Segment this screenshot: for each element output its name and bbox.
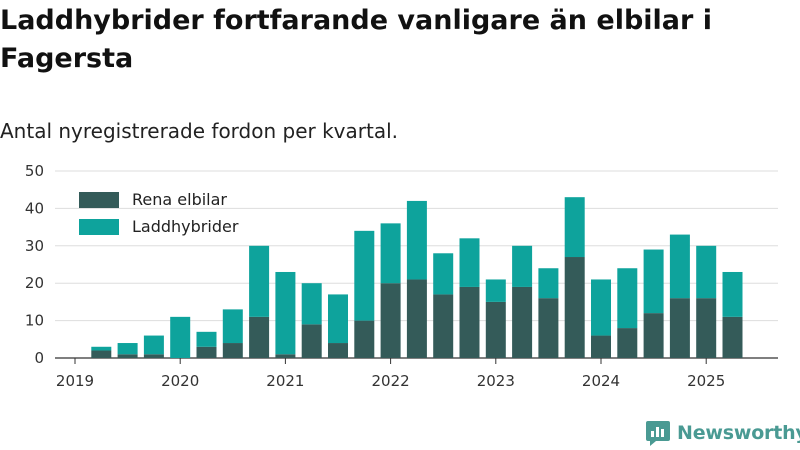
y-tick-label: 20 bbox=[25, 274, 44, 292]
bar-elbilar bbox=[354, 320, 375, 358]
bar-laddhybrider bbox=[433, 253, 454, 295]
bar-elbilar bbox=[617, 328, 638, 358]
x-tick-label: 2023 bbox=[477, 372, 515, 390]
legend-label-elbilar: Rena elbilar bbox=[132, 190, 227, 209]
bar-laddhybrider bbox=[275, 271, 296, 355]
bar-laddhybrider bbox=[328, 294, 348, 344]
bar-elbilar bbox=[564, 257, 585, 358]
bar-laddhybrider bbox=[564, 197, 585, 258]
bar-laddhybrider bbox=[222, 309, 243, 344]
bar-elbilar bbox=[433, 294, 454, 358]
x-tick-label: 2021 bbox=[266, 372, 304, 390]
bar-laddhybrider bbox=[591, 279, 611, 336]
bar-laddhybrider bbox=[669, 234, 690, 299]
legend-swatch-elbilar bbox=[79, 192, 119, 208]
bar-laddhybrider bbox=[617, 268, 638, 329]
y-tick-label: 50 bbox=[25, 162, 44, 180]
bar-laddhybrider bbox=[643, 249, 664, 314]
bar-laddhybrider bbox=[485, 279, 506, 302]
bar-elbilar bbox=[275, 354, 296, 358]
brand-name: Newsworthy bbox=[677, 422, 800, 444]
bar-laddhybrider bbox=[722, 271, 743, 317]
bar-laddhybrider bbox=[512, 245, 533, 287]
bar-elbilar bbox=[643, 313, 664, 358]
bar-laddhybrider bbox=[117, 343, 138, 355]
x-axis-ticks: 2019 2020 2021 2022 2023 2024 2025 bbox=[56, 358, 725, 390]
bar-laddhybrider bbox=[91, 346, 112, 351]
bar-elbilar bbox=[722, 316, 743, 358]
x-tick-label: 2024 bbox=[582, 372, 620, 390]
bar-laddhybrider bbox=[143, 335, 164, 355]
bar-elbilar bbox=[485, 301, 506, 358]
chart-subtitle: Antal nyregistrerade fordon per kvartal. bbox=[0, 119, 399, 143]
legend-item-elbilar: Rena elbilar bbox=[79, 190, 227, 209]
bar-laddhybrider bbox=[538, 268, 559, 299]
y-axis-ticks: 0 10 20 30 40 50 bbox=[25, 162, 44, 367]
x-tick-label: 2020 bbox=[161, 372, 199, 390]
bar-elbilar bbox=[222, 343, 243, 358]
bar-laddhybrider bbox=[249, 245, 270, 317]
bar-laddhybrider bbox=[301, 283, 322, 325]
bars bbox=[91, 197, 743, 358]
legend-swatch-laddhybrider bbox=[79, 219, 119, 235]
bar-elbilar bbox=[512, 286, 533, 358]
y-tick-label: 10 bbox=[25, 312, 44, 330]
bar-elbilar bbox=[538, 298, 559, 358]
bar-elbilar bbox=[301, 324, 322, 358]
stacked-bar-chart: 0 10 20 30 40 50 2019 2020 2021 2022 2023 2024 2025… bbox=[25, 162, 778, 390]
chart-title: Laddhybrider fortfarande vanligare än el… bbox=[0, 5, 712, 74]
bar-elbilar bbox=[696, 298, 717, 358]
legend-item-laddhybrider: Laddhybrider bbox=[79, 217, 239, 236]
legend-label-laddhybrider: Laddhybrider bbox=[132, 217, 239, 236]
bar-elbilar bbox=[143, 354, 164, 358]
x-tick-label: 2019 bbox=[56, 372, 94, 390]
legend: Rena elbilar Laddhybrider bbox=[79, 190, 239, 236]
brand-logo: Newsworthy bbox=[645, 419, 800, 447]
bar-laddhybrider bbox=[196, 331, 217, 347]
bar-laddhybrider bbox=[406, 200, 427, 280]
bar-elbilar bbox=[591, 335, 611, 358]
bar-laddhybrider bbox=[696, 245, 717, 299]
x-tick-label: 2022 bbox=[372, 372, 410, 390]
bar-elbilar bbox=[380, 283, 401, 358]
bar-elbilar bbox=[249, 316, 270, 358]
y-tick-label: 0 bbox=[34, 349, 44, 367]
bar-elbilar bbox=[406, 279, 427, 358]
y-tick-label: 40 bbox=[25, 199, 44, 217]
bar-elbilar bbox=[459, 286, 480, 358]
bar-laddhybrider bbox=[380, 223, 401, 284]
bar-laddhybrider bbox=[170, 316, 191, 358]
x-tick-label: 2025 bbox=[687, 372, 725, 390]
y-tick-label: 30 bbox=[25, 237, 44, 255]
bar-elbilar bbox=[328, 343, 348, 358]
bar-elbilar bbox=[117, 354, 138, 358]
bar-elbilar bbox=[91, 350, 112, 358]
bar-laddhybrider bbox=[459, 238, 480, 287]
newsworthy-logo-icon bbox=[646, 421, 670, 446]
bar-laddhybrider bbox=[354, 230, 375, 321]
bar-elbilar bbox=[669, 298, 690, 358]
bar-elbilar bbox=[196, 346, 217, 358]
